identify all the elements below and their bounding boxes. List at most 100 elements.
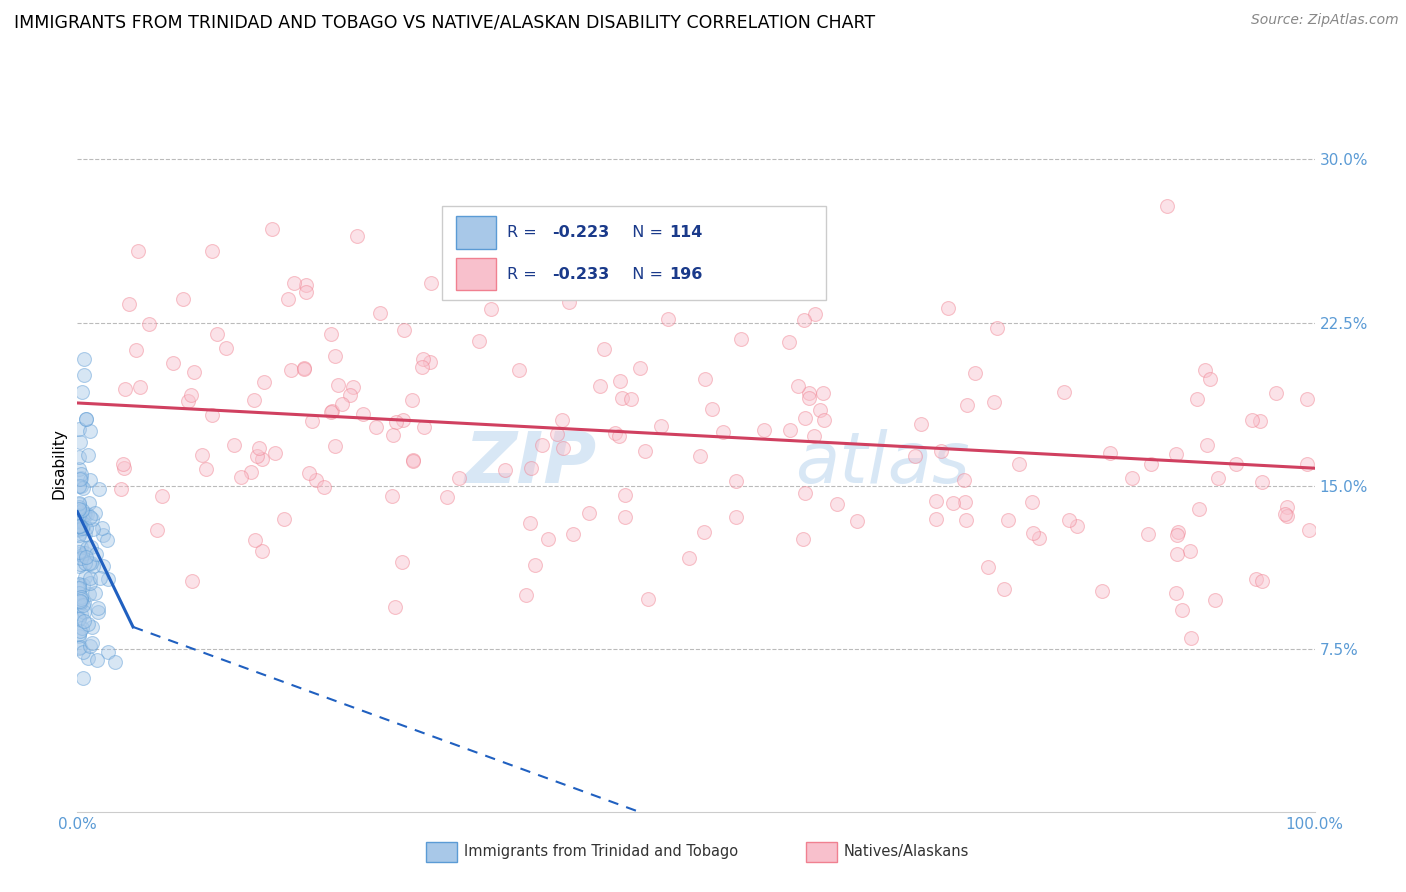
Point	[1167, 524, 1189, 539]
Point	[614, 510, 637, 524]
Point	[79, 571, 101, 585]
Point	[75, 508, 97, 522]
Point	[811, 386, 834, 401]
Point	[75, 521, 97, 535]
Point	[1021, 495, 1043, 509]
Point	[86, 653, 108, 667]
Point	[243, 533, 266, 548]
Point	[319, 405, 342, 419]
Point	[77, 495, 100, 509]
Point	[294, 285, 316, 299]
Point	[467, 334, 489, 348]
Point	[628, 360, 651, 375]
Point	[67, 528, 90, 542]
Point	[330, 396, 353, 410]
Point	[385, 415, 408, 429]
Point	[80, 540, 103, 554]
Point	[67, 559, 90, 574]
Point	[79, 576, 101, 591]
Point	[76, 507, 98, 521]
Point	[845, 515, 868, 529]
Point	[69, 607, 91, 622]
Point	[1137, 526, 1160, 541]
Point	[1296, 457, 1319, 471]
Point	[804, 307, 827, 321]
Point	[239, 465, 262, 479]
Point	[605, 426, 627, 441]
Point	[436, 490, 458, 504]
Text: ZIP: ZIP	[465, 429, 598, 499]
Point	[114, 382, 136, 396]
Point	[523, 558, 546, 572]
Point	[201, 244, 224, 259]
Point	[67, 526, 90, 541]
Point	[83, 506, 105, 520]
Point	[1053, 384, 1076, 399]
Point	[515, 588, 537, 602]
Point	[79, 639, 101, 653]
Point	[222, 437, 245, 451]
Point	[693, 524, 716, 539]
Point	[67, 498, 90, 512]
Point	[953, 495, 976, 509]
Point	[657, 311, 679, 326]
Point	[1140, 458, 1163, 472]
Point	[519, 461, 541, 475]
Point	[1180, 631, 1202, 645]
Point	[323, 439, 346, 453]
Text: Source: ZipAtlas.com: Source: ZipAtlas.com	[1251, 13, 1399, 28]
Point	[69, 592, 91, 607]
Point	[910, 417, 932, 431]
Point	[352, 407, 374, 421]
Point	[96, 533, 118, 547]
Point	[104, 655, 127, 669]
Point	[558, 295, 581, 310]
Point	[162, 356, 184, 370]
Point	[70, 540, 93, 554]
Point	[813, 412, 835, 426]
Point	[70, 467, 93, 482]
Point	[67, 522, 90, 536]
Point	[280, 362, 302, 376]
Point	[117, 297, 139, 311]
Point	[67, 517, 90, 532]
Point	[328, 378, 350, 392]
Point	[578, 506, 600, 520]
Point	[298, 467, 321, 481]
Point	[562, 527, 585, 541]
Point	[301, 414, 323, 428]
Point	[1197, 438, 1219, 452]
Point	[346, 229, 368, 244]
Point	[292, 361, 315, 376]
Point	[689, 450, 711, 464]
Point	[69, 591, 91, 605]
Point	[77, 587, 100, 601]
Point	[73, 605, 96, 619]
Point	[986, 321, 1008, 335]
Point	[67, 582, 90, 596]
Point	[593, 343, 616, 357]
Point	[80, 511, 103, 525]
Point	[382, 427, 405, 442]
Point	[1028, 532, 1050, 546]
Point	[294, 277, 316, 292]
Point	[1251, 574, 1274, 588]
Point	[609, 375, 631, 389]
Point	[711, 425, 734, 439]
Point	[733, 267, 755, 281]
Point	[1066, 519, 1088, 533]
Point	[111, 457, 134, 471]
Point	[793, 411, 815, 425]
Point	[69, 595, 91, 609]
Point	[1275, 500, 1298, 514]
Point	[67, 544, 90, 558]
Point	[76, 541, 98, 556]
Point	[808, 402, 831, 417]
Point	[69, 479, 91, 493]
Point	[67, 640, 90, 655]
Text: atlas: atlas	[794, 429, 970, 499]
Point	[792, 533, 814, 547]
Point	[581, 250, 603, 264]
Point	[925, 512, 948, 526]
Point	[693, 371, 716, 385]
